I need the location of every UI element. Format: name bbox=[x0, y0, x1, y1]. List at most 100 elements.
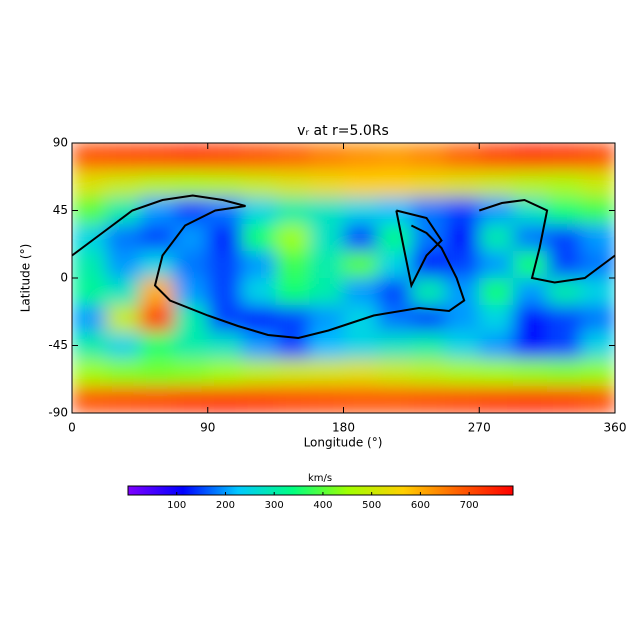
heatmap-cell bbox=[105, 332, 141, 360]
x-tick-label: 0 bbox=[68, 421, 76, 435]
heatmap-cell bbox=[343, 143, 378, 171]
heatmap-cell bbox=[241, 224, 277, 252]
colorbar-tick-label: 500 bbox=[362, 500, 381, 511]
heatmap bbox=[72, 143, 615, 413]
heatmap-cell bbox=[343, 278, 378, 306]
heatmap-cell bbox=[275, 143, 311, 171]
heatmap-cell bbox=[105, 170, 141, 198]
y-tick-label: 45 bbox=[53, 203, 68, 217]
heatmap-cell bbox=[173, 332, 209, 360]
heatmap-cell bbox=[445, 224, 480, 252]
heatmap-cell bbox=[309, 305, 344, 333]
heatmap-cell bbox=[207, 251, 243, 279]
heatmap-cell bbox=[173, 251, 209, 279]
heatmap-cell bbox=[411, 386, 446, 413]
heatmap-cell bbox=[309, 359, 344, 387]
heatmap-cell bbox=[377, 143, 412, 171]
heatmap-cell bbox=[72, 278, 107, 306]
heatmap-cell bbox=[343, 224, 378, 252]
heatmap-cell bbox=[207, 332, 243, 360]
heatmap-cell bbox=[241, 278, 277, 306]
x-tick-label: 180 bbox=[332, 421, 355, 435]
heatmap-cell bbox=[309, 278, 344, 306]
heatmap-cell bbox=[241, 170, 277, 198]
heatmap-cell bbox=[343, 359, 378, 387]
y-tick-label: -45 bbox=[48, 338, 68, 352]
heatmap-cell bbox=[275, 170, 311, 198]
heatmap-cell bbox=[513, 359, 548, 387]
heatmap-cell bbox=[105, 143, 141, 171]
heatmap-cell bbox=[207, 170, 243, 198]
heatmap-cell bbox=[241, 251, 277, 279]
heatmap-cell bbox=[513, 170, 548, 198]
heatmap-cell bbox=[513, 305, 548, 333]
heatmap-cell bbox=[173, 278, 209, 306]
heatmap-cell bbox=[581, 386, 615, 413]
heatmap-cell bbox=[377, 359, 412, 387]
heatmap-cell bbox=[105, 251, 141, 279]
heatmap-cell bbox=[241, 359, 277, 387]
heatmap-cell bbox=[241, 197, 277, 225]
heatmap-cell bbox=[479, 251, 514, 279]
heatmap-cell bbox=[343, 197, 378, 225]
heatmap-cell bbox=[275, 224, 311, 252]
heatmap-cell bbox=[207, 386, 243, 413]
heatmap-cell bbox=[309, 197, 344, 225]
heatmap-cell bbox=[479, 170, 514, 198]
heatmap-cell bbox=[72, 170, 107, 198]
heatmap-cell bbox=[173, 359, 209, 387]
heatmap-cell bbox=[377, 224, 412, 252]
heatmap-cell bbox=[411, 170, 446, 198]
heatmap-cell bbox=[411, 332, 446, 360]
heatmap-cell bbox=[377, 386, 412, 413]
heatmap-cell bbox=[411, 143, 446, 171]
heatmap-cell bbox=[581, 170, 615, 198]
heatmap-cell bbox=[445, 197, 480, 225]
heatmap-cell bbox=[343, 251, 378, 279]
heatmap-cell bbox=[513, 332, 548, 360]
heatmap-cell bbox=[207, 143, 243, 171]
heatmap-cell bbox=[445, 143, 480, 171]
heatmap-cell bbox=[207, 278, 243, 306]
heatmap-cell bbox=[139, 305, 175, 333]
y-axis-label: Latitude (°) bbox=[19, 244, 33, 313]
heatmap-cell bbox=[309, 332, 344, 360]
heatmap-cell bbox=[309, 386, 344, 413]
heatmap-cell bbox=[105, 359, 141, 387]
colorbar-tick-label: 700 bbox=[460, 500, 479, 511]
heatmap-cell bbox=[445, 359, 480, 387]
heatmap-cell bbox=[72, 359, 107, 387]
heatmap-cell bbox=[275, 278, 311, 306]
heatmap-cell bbox=[207, 359, 243, 387]
heatmap-cell bbox=[547, 224, 582, 252]
colorbar-tick-label: 200 bbox=[216, 500, 235, 511]
heatmap-cell bbox=[581, 224, 615, 252]
heatmap-cell bbox=[513, 278, 548, 306]
heatmap-cell bbox=[105, 386, 141, 413]
heatmap-cell bbox=[309, 251, 344, 279]
heatmap-cell bbox=[139, 143, 175, 171]
y-tick-label: -90 bbox=[48, 406, 68, 420]
heatmap-cell bbox=[241, 143, 277, 171]
heatmap-cell bbox=[72, 224, 107, 252]
heatmap-cell bbox=[139, 359, 175, 387]
heatmap-cell bbox=[479, 224, 514, 252]
colorbar-tick-label: 300 bbox=[265, 500, 284, 511]
heatmap-cell bbox=[207, 305, 243, 333]
heatmap-cell bbox=[173, 197, 209, 225]
heatmap-cell bbox=[479, 332, 514, 360]
heatmap-cell bbox=[479, 305, 514, 333]
heatmap-cell bbox=[105, 224, 141, 252]
x-tick-label: 270 bbox=[468, 421, 491, 435]
heatmap-cell bbox=[513, 251, 548, 279]
colorbar-tick-label: 400 bbox=[313, 500, 332, 511]
heatmap-cell bbox=[343, 170, 378, 198]
heatmap-cell bbox=[411, 359, 446, 387]
heatmap-cell bbox=[139, 278, 175, 306]
heatmap-cell bbox=[581, 278, 615, 306]
heatmap-cell bbox=[139, 332, 175, 360]
heatmap-cell bbox=[105, 278, 141, 306]
heatmap-cells bbox=[72, 143, 615, 413]
heatmap-cell bbox=[377, 170, 412, 198]
